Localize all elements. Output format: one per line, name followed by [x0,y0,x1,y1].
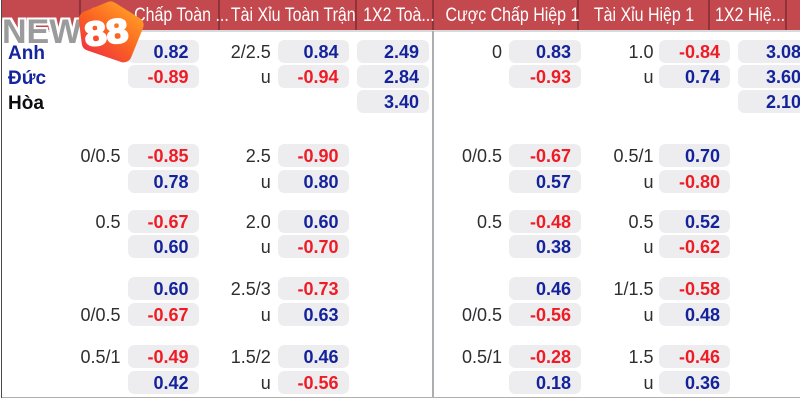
svg-text:88: 88 [83,11,130,53]
